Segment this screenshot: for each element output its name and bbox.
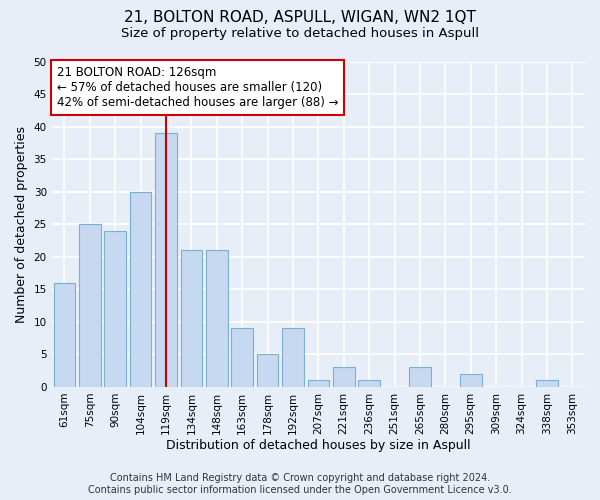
Bar	[308, 380, 329, 387]
Text: Contains HM Land Registry data © Crown copyright and database right 2024.
Contai: Contains HM Land Registry data © Crown c…	[88, 474, 512, 495]
Bar	[282, 328, 304, 387]
Bar	[232, 328, 253, 387]
Bar	[155, 133, 177, 387]
Bar	[409, 368, 431, 387]
Bar	[79, 224, 101, 387]
Bar	[206, 250, 227, 387]
Bar	[358, 380, 380, 387]
Bar	[53, 283, 75, 387]
Bar	[257, 354, 278, 387]
Bar	[104, 230, 126, 387]
Text: 21, BOLTON ROAD, ASPULL, WIGAN, WN2 1QT: 21, BOLTON ROAD, ASPULL, WIGAN, WN2 1QT	[124, 10, 476, 25]
Text: Size of property relative to detached houses in Aspull: Size of property relative to detached ho…	[121, 28, 479, 40]
Bar	[130, 192, 151, 387]
Bar	[536, 380, 557, 387]
Y-axis label: Number of detached properties: Number of detached properties	[15, 126, 28, 322]
Bar	[460, 374, 482, 387]
X-axis label: Distribution of detached houses by size in Aspull: Distribution of detached houses by size …	[166, 440, 470, 452]
Bar	[333, 368, 355, 387]
Bar	[181, 250, 202, 387]
Text: 21 BOLTON ROAD: 126sqm
← 57% of detached houses are smaller (120)
42% of semi-de: 21 BOLTON ROAD: 126sqm ← 57% of detached…	[57, 66, 338, 110]
